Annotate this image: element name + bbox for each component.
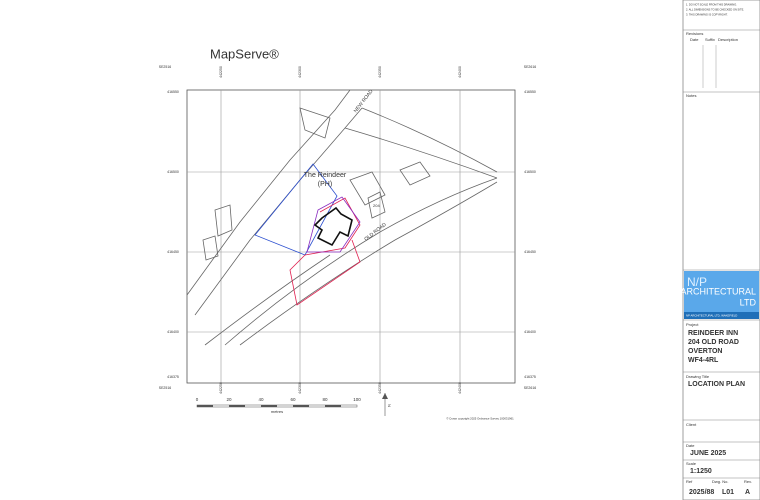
grid-label: SE2516 [159,386,172,390]
building [313,206,353,247]
title-block: Revisions Date Suffix Description Notes … [680,0,760,500]
label: Notes [686,93,696,98]
logo-address: NP ARCHITECTURAL LTD, WAKEFIELD [686,314,737,318]
note-line: 3. THIS DRAWING IS COPYRIGHT. [686,13,728,17]
project-line: REINDEER INN [688,330,738,337]
grid-label: 442350 [378,382,382,394]
grid-label: 442350 [378,66,382,78]
grid-label: 416450 [524,250,536,254]
logo-text: ARCHITECTURAL [680,286,756,296]
site-boundary [289,197,361,306]
scale-tick-label: 60 [290,397,296,402]
scale-unit: metres [271,409,283,414]
grid-label: 416550 [167,90,179,94]
label: Ref [686,479,693,484]
grid-label: 416400 [167,330,179,334]
brand: MapServe® [210,46,279,61]
grid-label: 442250 [219,66,223,78]
label: Scale [686,461,697,466]
map-frame [186,89,516,384]
scale-bar: metres 0 20 40 60 80 100 [196,397,362,414]
label: Rev. [744,479,752,484]
north-label: N [387,404,392,407]
grid-label: 416375 [524,375,536,379]
grid-label: 442400 [458,66,462,78]
grid-label: 416550 [524,90,536,94]
label: Date [686,443,695,448]
grid-label: 416375 [167,375,179,379]
label: Drawing Title [686,374,710,379]
house-number: 204 [373,203,380,208]
note-line: 2. ALL DIMENSIONS TO BE CHECKED ON SITE. [686,8,744,12]
project-line: 204 OLD ROAD [688,339,739,346]
drawing-title: LOCATION PLAN [688,381,745,388]
note-line: 1. DO NOT SCALE FROM THIS DRAWING. [686,3,737,7]
label: Revisions [686,31,703,36]
rev: A [745,489,750,496]
grid-label: SE2616 [524,386,537,390]
copyright: © Crown copyright 2025 Ordnance Survey 1… [446,417,514,421]
label: Client [686,422,697,427]
project-line: OVERTON [688,348,723,355]
label: Project [686,322,699,327]
north-arrow: N [382,393,392,416]
building-type: (PH) [318,181,332,188]
grid-label: 416500 [167,170,179,174]
project-line: WF4-4RL [688,357,719,364]
label: Description [718,37,738,42]
grid [187,90,515,383]
grid-label: 442400 [458,382,462,394]
building-name: The Reindeer [304,172,347,179]
scale-tick-label: 20 [226,397,232,402]
grid-label: SE2516 [159,65,172,69]
scale-tick-label: 80 [322,397,328,402]
label: Dwg. No. [712,479,728,484]
scale: 1:1250 [690,468,712,475]
dwg-no: L01 [722,489,734,496]
grid-label: 442300 [298,66,302,78]
grid-label: 442300 [298,382,302,394]
ref: 2025/88 [689,489,714,496]
label: Date [690,37,699,42]
logo-text: LTD [740,297,757,307]
grid-labels: SE2516 442250 442300 442350 442400 SE2616 SE25… [159,65,537,394]
date: JUNE 2025 [690,450,726,457]
grid-label: SE2616 [524,65,537,69]
building-curtilage [306,196,361,253]
scale-tick-label: 0 [196,397,199,402]
scale-tick-label: 100 [353,397,361,402]
grid-label: 416500 [524,170,536,174]
label: Suffix [705,37,715,42]
grid-label: 416450 [167,250,179,254]
grid-label: 442250 [219,382,223,394]
logo-mark: N/P [687,275,707,289]
scale-tick-label: 40 [258,397,264,402]
grid-label: 416400 [524,330,536,334]
